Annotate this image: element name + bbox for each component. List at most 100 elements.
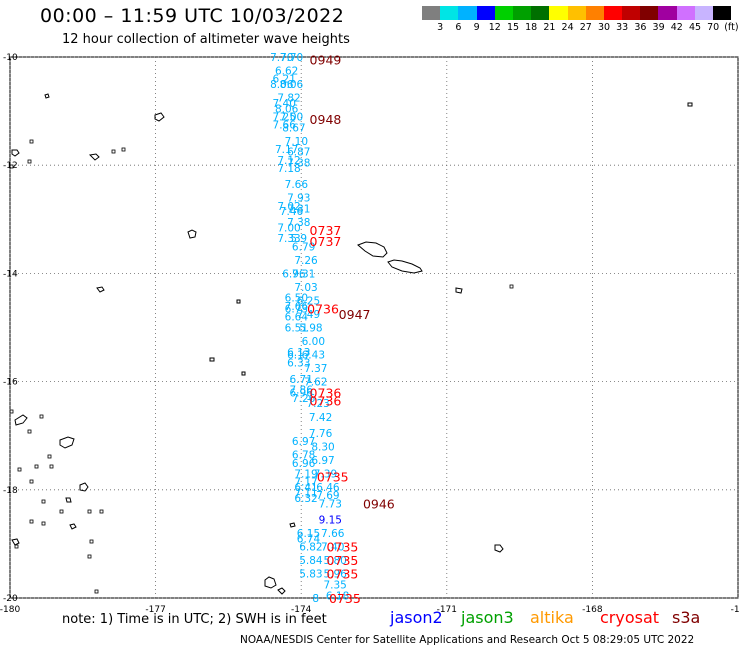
wave-height-label: 5.80 [323,555,346,567]
wave-height-label: 7.02 [277,201,300,213]
islet-outline [29,519,34,524]
wave-height-label: 6.51 [285,323,308,335]
islet-outline [59,509,64,514]
wave-height-label: 7.33 [277,233,300,245]
pass-time-label: 0736 [310,394,342,409]
wave-height-label: 7.38 [287,217,310,229]
credit-line: NOAA/NESDIS Center for Satellite Applica… [240,634,695,646]
color-scale-label: 9 [473,22,480,33]
lat-lon-grid [9,56,739,599]
wave-height-label: 6.79 [292,241,315,253]
wave-height-label: 7.38 [287,157,310,169]
pass-time-label: 0946 [363,496,395,511]
wave-height-label: 6.25 [297,295,320,307]
color-scale-label: 30 [597,22,611,33]
wave-height-label: 5.84 [299,555,323,567]
lon-tick-label: -177 [145,605,165,615]
lat-tick-label: -10 [3,53,18,63]
islet-outline [99,509,104,514]
wave-height-label: 6.96 [290,387,314,399]
wave-height-label: 7.62 [304,377,327,389]
lon-tick-label: -168 [582,605,603,615]
wave-height-label: 8.30 [311,442,334,454]
pass-time-label: 0735 [327,567,359,582]
island-outline [69,523,77,530]
lon-tick-label: -174 [291,605,312,615]
wave-height-label: 6.97 [311,455,334,467]
pass-time-label: 0736 [307,302,339,317]
axis-tick-labels: -10-12-14-16-18-20-180 -177 -174 -171 -168 -1… [0,53,740,615]
pass-time-label: 0735 [329,591,361,606]
page-title: 00:00 – 11:59 UTC 10/03/2022 [40,5,345,27]
wave-height-label: 7.11 [294,488,317,500]
island-outline [14,414,28,426]
islet-outline [509,284,514,289]
pass-time-label: 0737 [310,234,342,249]
pass-time-label: 0736 [310,385,342,400]
wave-height-label: 7.49 [297,309,320,321]
color-swatch [658,6,677,20]
islet-outline [9,164,14,169]
wave-height-label: 6.71 [290,374,313,386]
color-scale-label: 70 [707,22,720,33]
wave-height-label: 9.15 [319,515,342,527]
color-scale-label: 36 [634,22,647,33]
color-scale-label: 33 [616,22,629,33]
wave-height-label: 7.00 [277,222,300,234]
wave-height-label: 6.50 [285,293,308,305]
color-scale-label: 42 [670,22,683,33]
wave-height-label: 7.17 [294,477,317,489]
color-swatch [476,6,495,20]
satellite-legend-s3a: s3a [672,608,701,627]
islet-outline [47,454,52,459]
island-outline [289,522,296,528]
color-scale-label: 12 [488,22,501,33]
color-swatch [585,6,604,20]
color-scale-label: 21 [543,22,556,33]
wave-height-label: 7.26 [294,255,318,267]
islet-outline [27,159,32,164]
wave-height-label: 5.96 [323,569,347,581]
islet-outline [41,499,46,504]
wave-height-label: 6.73 [285,304,308,316]
islet-outline [49,464,54,469]
color-swatch [567,6,586,20]
wave-height-label: 6.15 [297,528,320,540]
islet-outline [34,464,39,469]
color-swatch [531,6,550,20]
wave-height-label: 7.00 [280,112,303,124]
color-swatch [622,6,641,20]
island-outline [277,587,286,595]
wave-height-label: 7.40 [321,542,344,554]
islet-outline [27,429,32,434]
wave-height-label: 8 [312,593,319,605]
wave-height-label: 7.31 [287,203,310,215]
color-scale-label: (ft) [724,22,739,33]
island-outline [357,241,388,258]
pass-time-label: 0735 [317,469,349,484]
pass-time-label: 0735 [327,540,359,555]
color-scale-label: 24 [561,22,574,33]
wave-height-labels: 7.707.706.626.218.068.067.827.408.067.25… [270,52,349,605]
island-outlines [9,93,693,595]
pass-time-label: 0949 [310,53,342,68]
wave-height-label: 7.31 [292,268,315,280]
satellite-legend-jason2: jason2 [390,608,443,627]
pass-time-label: 0948 [310,112,342,127]
map-frame [9,56,739,599]
wave-height-label: 6.46 [316,482,340,494]
wave-height-label: 7.76 [309,428,333,440]
wave-height-label: 6.96 [292,458,316,470]
island-outline [154,112,165,122]
wave-height-label: 7.73 [319,498,342,510]
wave-height-label: 7.86 [290,385,314,397]
islet-outline [41,521,46,526]
wave-height-label: 7.66 [285,179,309,191]
legend-note: note: 1) Time is in UTC; 2) SWH is in fe… [62,612,327,627]
islet-outline [87,554,92,559]
wave-height-label: 6.17 [287,350,310,362]
wave-height-label: 6.78 [292,450,315,462]
wave-height-label: 6.32 [294,493,317,505]
island-outline [96,286,105,293]
